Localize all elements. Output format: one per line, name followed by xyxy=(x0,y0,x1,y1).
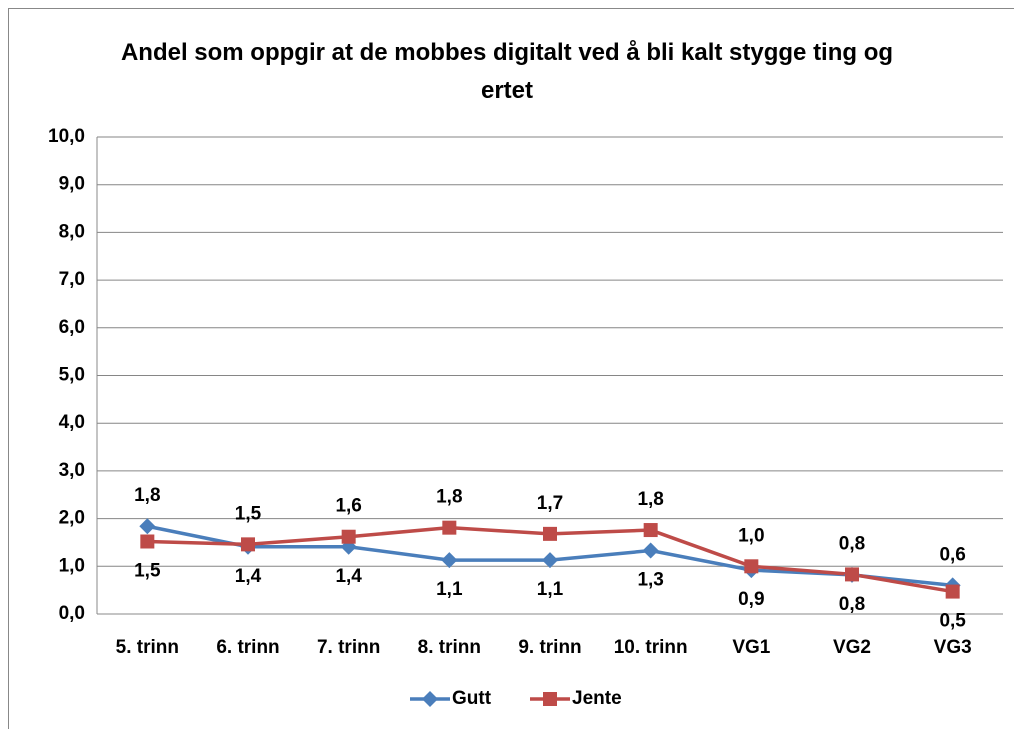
x-tick-label: VG2 xyxy=(833,637,871,658)
y-tick-label: 1,0 xyxy=(59,555,85,576)
y-tick-label: 10,0 xyxy=(48,126,85,147)
y-tick-label: 2,0 xyxy=(59,508,85,529)
point-marker xyxy=(643,523,658,538)
point-marker xyxy=(542,552,558,569)
x-tick-label: 10. trinn xyxy=(614,637,688,658)
data-label: 0,6 xyxy=(939,544,965,565)
point-marker xyxy=(341,529,356,544)
data-label: 1,5 xyxy=(134,561,161,582)
y-tick-label: 0,0 xyxy=(59,603,85,624)
point-marker xyxy=(241,537,255,552)
data-label: 1,4 xyxy=(335,566,362,587)
y-tick-label: 8,0 xyxy=(59,221,85,242)
point-marker xyxy=(744,559,759,574)
data-label: 1,8 xyxy=(637,489,663,510)
point-marker xyxy=(140,534,155,549)
legend-marker xyxy=(422,691,438,707)
data-label: 1,8 xyxy=(436,487,462,508)
x-tick-label: VG3 xyxy=(934,637,972,658)
data-label: 0,5 xyxy=(939,611,966,632)
y-tick-label: 3,0 xyxy=(59,460,85,481)
data-label: 1,1 xyxy=(537,579,564,600)
point-marker xyxy=(945,584,960,599)
data-label: 1,6 xyxy=(335,496,361,517)
data-label: 1,3 xyxy=(637,570,663,591)
point-marker xyxy=(642,542,659,559)
data-label: 1,4 xyxy=(235,566,262,587)
point-marker xyxy=(139,518,156,535)
point-marker xyxy=(442,520,457,535)
legend-label: Jente xyxy=(572,688,622,709)
data-label: 1,5 xyxy=(235,503,262,524)
data-label: 1,8 xyxy=(134,485,160,506)
data-label: 1,0 xyxy=(738,525,764,546)
x-tick-label: 8. trinn xyxy=(418,637,481,658)
y-tick-label: 6,0 xyxy=(59,317,85,338)
data-label: 0,8 xyxy=(839,533,865,554)
x-tick-label: 6. trinn xyxy=(216,637,279,658)
x-tick-label: 7. trinn xyxy=(317,637,380,658)
point-marker xyxy=(543,526,557,541)
y-tick-label: 5,0 xyxy=(59,365,85,386)
x-tick-label: 9. trinn xyxy=(518,637,581,658)
x-tick-label: 5. trinn xyxy=(116,637,179,658)
legend-marker xyxy=(543,692,557,706)
x-tick-label: VG1 xyxy=(732,637,770,658)
data-label: 1,7 xyxy=(537,493,563,514)
chart-border xyxy=(8,8,1014,729)
y-tick-label: 4,0 xyxy=(59,412,85,433)
chart-title: Andel som oppgir at de mobbes digitalt v… xyxy=(120,39,894,104)
legend-label: Gutt xyxy=(452,688,492,709)
y-tick-label: 7,0 xyxy=(59,269,85,290)
data-label: 1,1 xyxy=(436,579,463,600)
data-label: 0,9 xyxy=(738,589,764,610)
y-tick-label: 9,0 xyxy=(59,174,85,195)
data-label: 0,8 xyxy=(839,594,865,615)
point-marker xyxy=(441,552,458,569)
point-marker xyxy=(845,567,859,582)
